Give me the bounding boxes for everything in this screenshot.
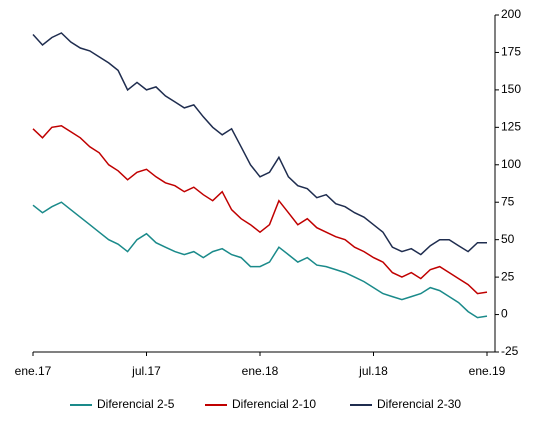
y-tick-label: 125 <box>501 120 521 134</box>
y-tick-label: 75 <box>501 194 515 208</box>
x-tick-label: ene.18 <box>242 364 279 378</box>
x-tick-label: jul.18 <box>358 364 388 378</box>
line-series <box>32 32 487 256</box>
y-tick-label: 150 <box>501 82 521 96</box>
line-series <box>32 125 488 295</box>
x-tick-label: ene.19 <box>469 364 506 378</box>
y-tick-label: 0 <box>501 307 508 321</box>
legend-label: Diferencial 2-30 <box>377 397 461 411</box>
y-tick-label: 25 <box>501 269 515 283</box>
y-tick-label: 50 <box>501 232 515 246</box>
x-tick-label: jul.17 <box>131 364 161 378</box>
y-tick-label: 200 <box>501 7 521 21</box>
y-tick-label: 175 <box>501 45 521 59</box>
legend-label: Diferencial 2-5 <box>97 397 175 411</box>
line-series <box>32 201 488 319</box>
legend-label: Diferencial 2-10 <box>232 397 316 411</box>
x-tick-label: ene.17 <box>15 364 52 378</box>
y-tick-label: 100 <box>501 157 521 171</box>
y-tick-label: -25 <box>501 344 519 358</box>
